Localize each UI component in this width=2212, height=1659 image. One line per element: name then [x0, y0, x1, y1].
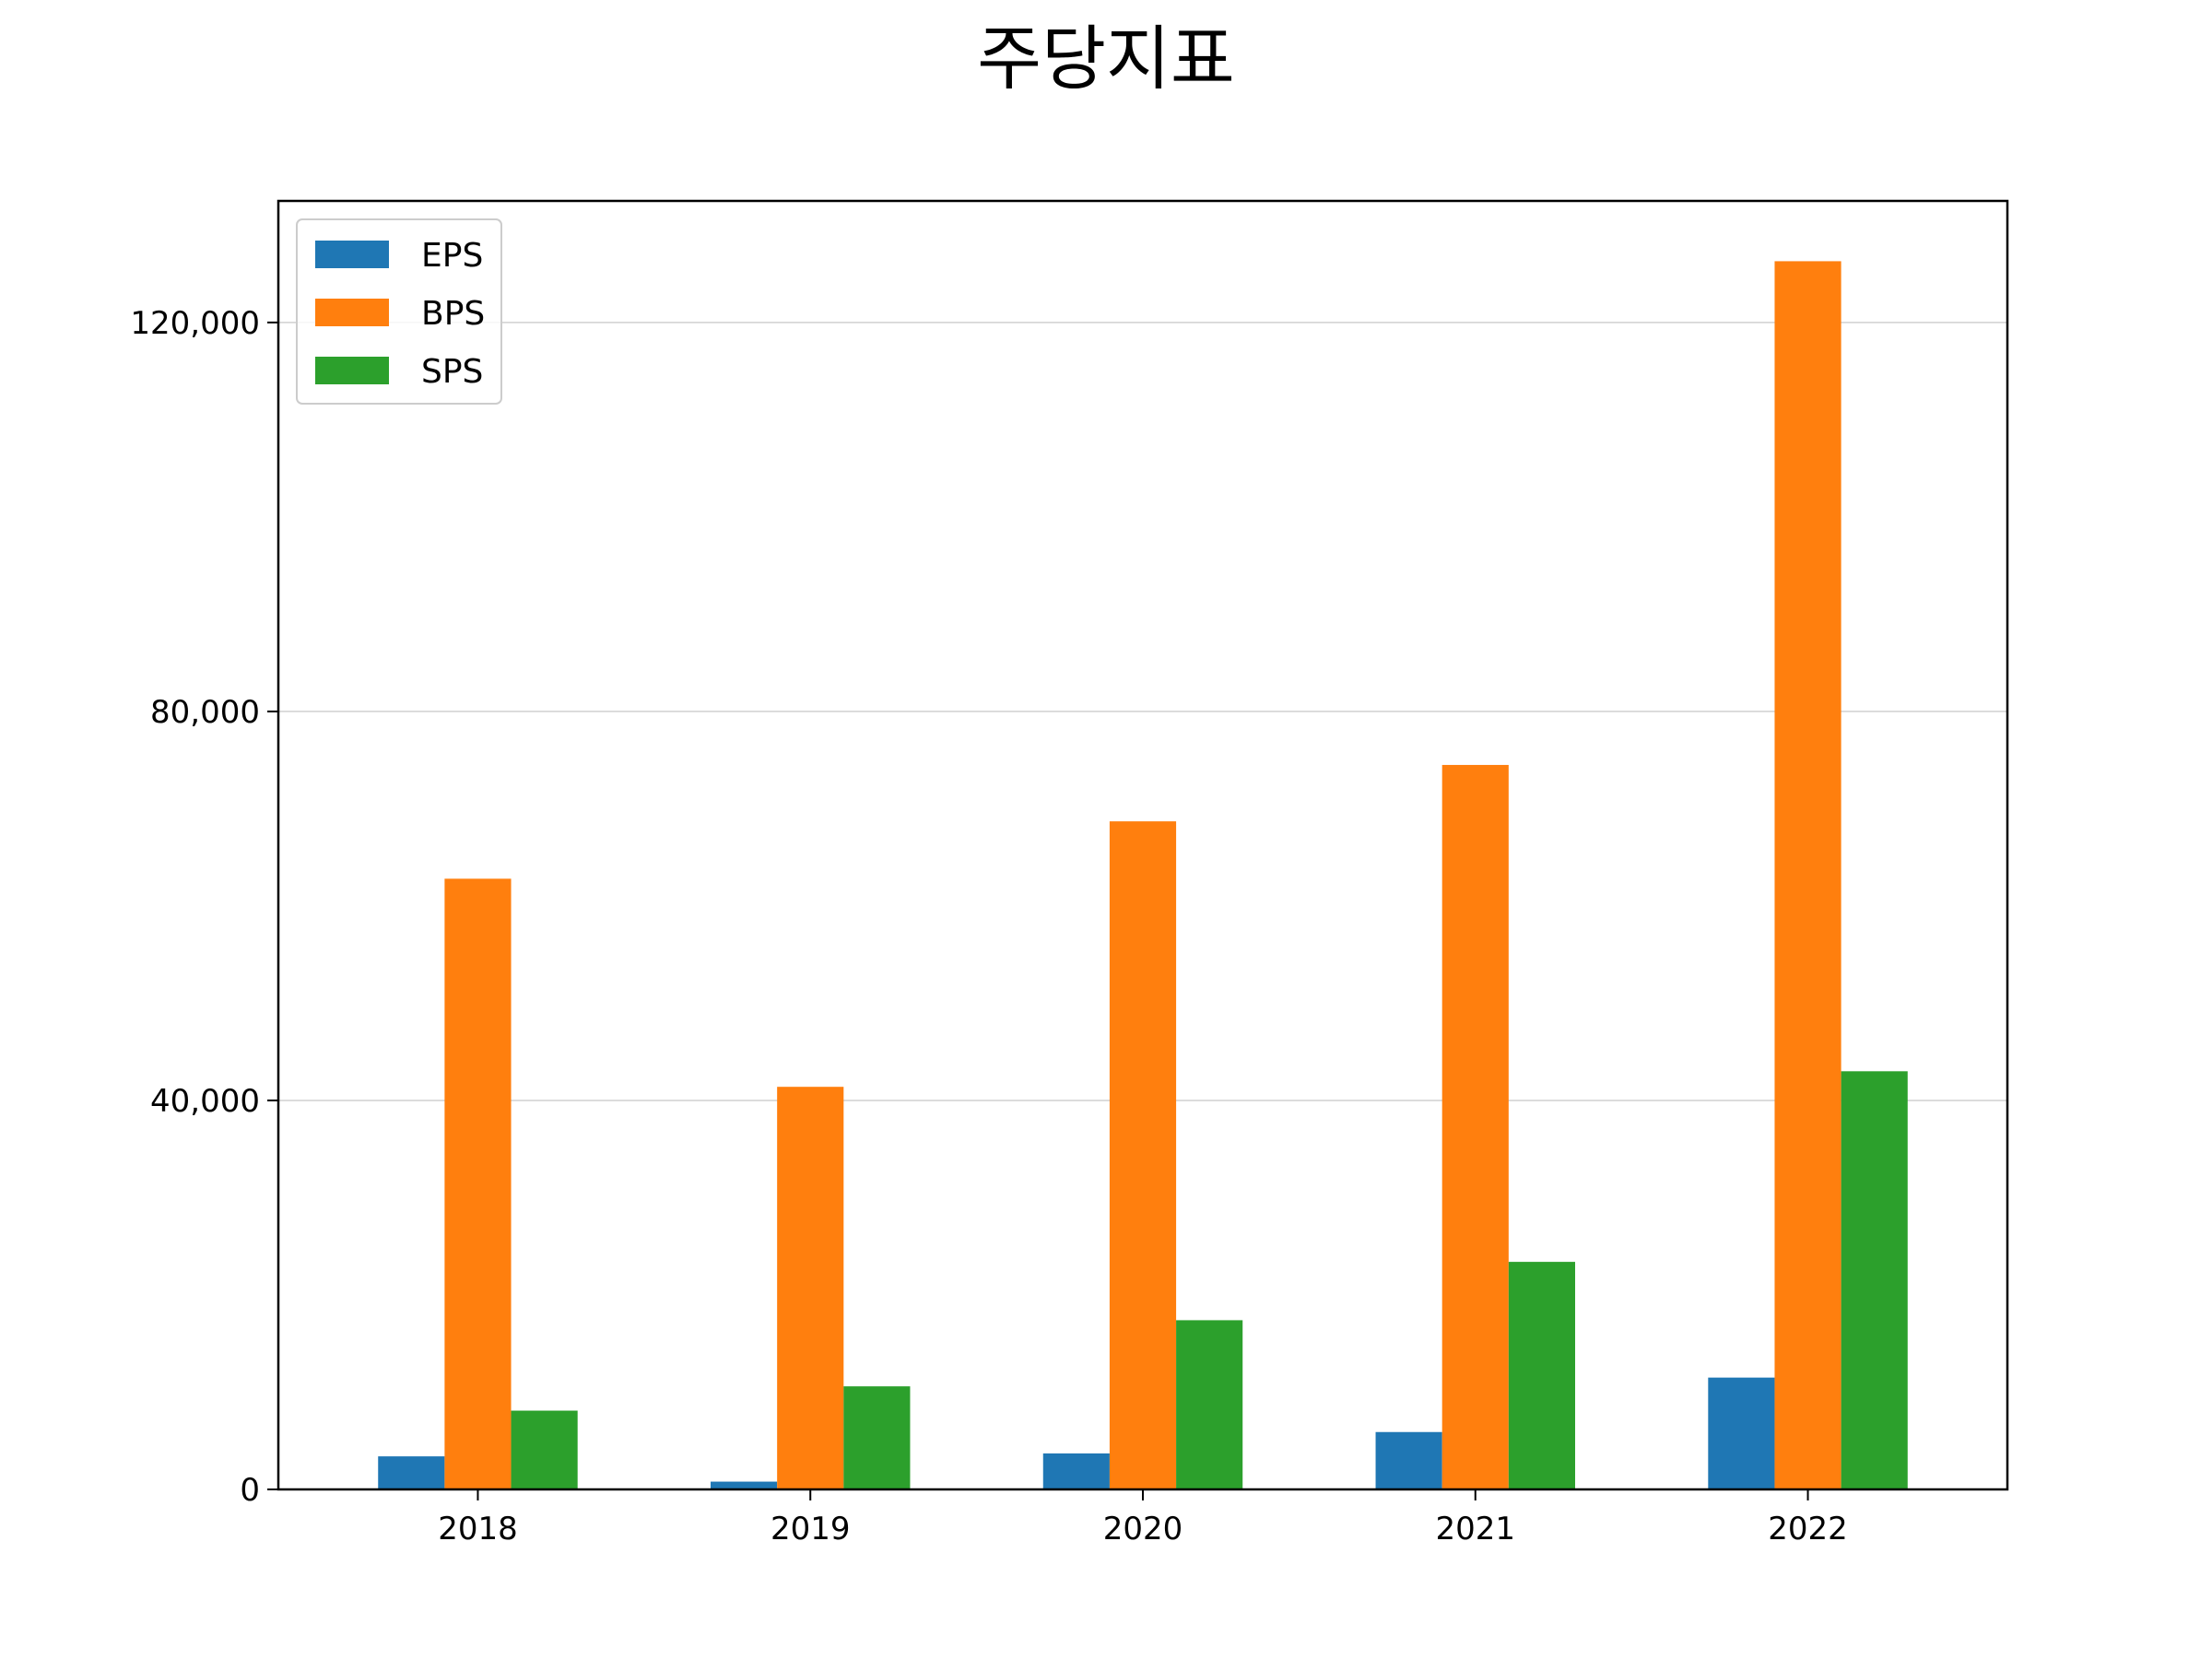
bar-bps-2018 [444, 878, 512, 1489]
y-tick-label: 40,000 [150, 1083, 260, 1120]
bar-sps-2018 [511, 1410, 578, 1489]
bar-bps-2019 [777, 1087, 844, 1489]
x-tick-label: 2021 [1436, 1511, 1516, 1547]
bar-sps-2019 [843, 1386, 911, 1489]
bar-bps-2021 [1441, 764, 1509, 1489]
legend-label-bps: BPS [421, 295, 485, 333]
y-tick-label: 80,000 [150, 694, 260, 731]
legend-label-sps: SPS [421, 353, 483, 391]
legend: EPS BPS SPS [296, 218, 502, 405]
bars [378, 261, 1908, 1489]
bar-sps-2020 [1176, 1320, 1243, 1489]
bar-eps-2022 [1708, 1377, 1775, 1489]
bar-eps-2021 [1375, 1431, 1442, 1489]
legend-swatch-bps [315, 299, 389, 326]
bar-sps-2021 [1508, 1262, 1575, 1489]
legend-swatch-sps [315, 357, 389, 384]
bar-eps-2018 [378, 1456, 445, 1489]
x-tick-label: 2019 [771, 1511, 851, 1547]
bar-bps-2020 [1109, 821, 1177, 1489]
bar-eps-2019 [711, 1481, 778, 1489]
bar-sps-2022 [1841, 1071, 1908, 1489]
x-tick-label: 2022 [1768, 1511, 1848, 1547]
chart-title: 주당지표 [977, 18, 1235, 100]
legend-label-eps: EPS [421, 237, 483, 275]
y-tick-label: 0 [240, 1472, 260, 1509]
bar-eps-2020 [1042, 1453, 1110, 1489]
x-tick-label: 2018 [438, 1511, 518, 1547]
bar-bps-2022 [1774, 261, 1841, 1489]
legend-swatch-eps [315, 241, 389, 268]
y-tick-label: 120,000 [130, 305, 260, 342]
x-tick-label: 2020 [1103, 1511, 1183, 1547]
axis-ticks: 0 40,000 80,000 120,000 2018 2019 2020 2021 2022 [130, 305, 1847, 1547]
